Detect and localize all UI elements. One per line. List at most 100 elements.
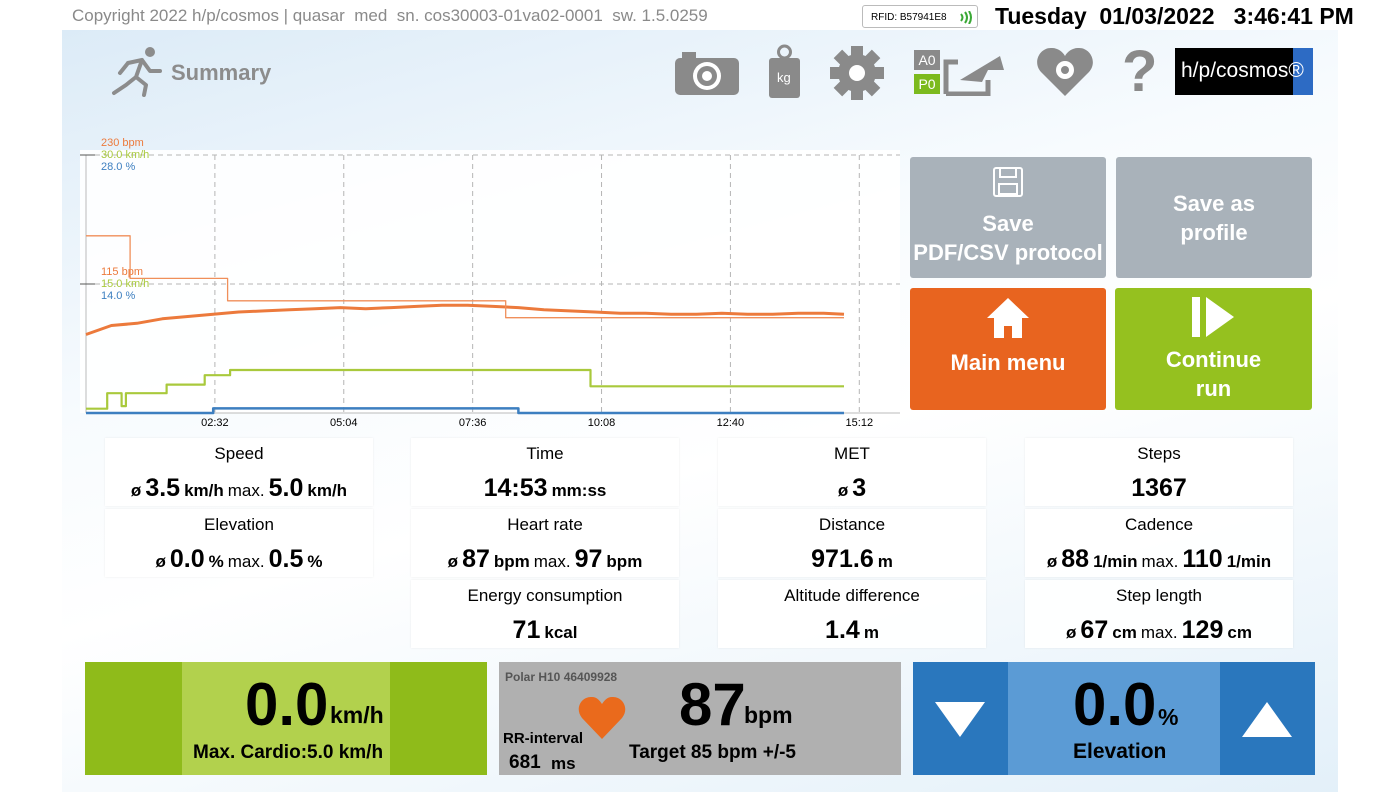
elevation-down-button[interactable] <box>913 662 1008 775</box>
plot-background <box>80 150 900 413</box>
speed-down-button[interactable] <box>85 662 182 775</box>
stat-value: 1367 <box>1025 474 1293 503</box>
main-menu-button[interactable]: Main menu <box>910 288 1106 410</box>
stat-label: Time <box>526 444 564 463</box>
stat-label: Cadence <box>1124 515 1194 534</box>
stat-max-unit: 1/min <box>1226 552 1272 571</box>
stat-avg-sign: ø <box>837 481 849 500</box>
stat-max: 97 <box>574 545 603 573</box>
stat-unit: m <box>863 623 879 642</box>
stat-tile: Heart rate ø 87 bpm max. 97 bpm <box>411 509 679 577</box>
button-line: Main menu <box>950 350 1066 375</box>
x-tick-label: 05:04 <box>330 417 358 429</box>
stat-label: MET <box>834 444 870 463</box>
weight-label: kg <box>777 70 791 85</box>
stat-max: 0.5 <box>268 545 304 573</box>
rfid-text: RFID: B57941E8 <box>871 12 947 23</box>
series-line <box>86 368 844 410</box>
weight-button[interactable]: kg <box>768 44 801 98</box>
y-tick-label: 115 bpm <box>101 266 143 278</box>
stat-max-unit: km/h <box>307 481 348 500</box>
stat-value: 71 <box>512 616 541 644</box>
stat-tile: Distance 971.6 m <box>718 509 986 577</box>
heart-target: Target 85 bpm +/-5 <box>629 742 797 763</box>
y-tick-label: 14.0 % <box>101 290 135 302</box>
stat-label: Heart rate <box>507 515 583 534</box>
speed-panel: 0.0 km/h Max. Cardio:5.0 km/h <box>85 662 487 775</box>
speed-value: 0.0 <box>245 671 329 738</box>
stat-max-unit: % <box>307 552 323 571</box>
heart-icon <box>578 696 626 739</box>
stat-avg-unit: cm <box>1112 623 1137 642</box>
y-tick-label: 30.0 km/h <box>101 149 149 161</box>
button-line: run <box>1195 376 1232 401</box>
stat-tile: Altitude difference 1.4 m <box>718 580 986 648</box>
play-icon <box>1192 297 1234 337</box>
stat-tile: Step length ø 67 cm max. 129 cm <box>1025 580 1293 648</box>
stat-tile: MET ø 3 <box>718 438 986 506</box>
floppy-icon <box>993 167 1023 197</box>
button-line: profile <box>1180 220 1248 245</box>
up-arrow <box>1242 702 1292 737</box>
home-icon <box>987 298 1029 338</box>
stat-max-label: max. <box>1141 552 1179 571</box>
elevation-value: 0.0 <box>1073 671 1157 738</box>
camera-button[interactable] <box>674 50 740 96</box>
reset-button[interactable]: A0 P0 <box>914 50 1006 96</box>
stat-max-label: max. <box>227 481 265 500</box>
stat-avg: 67 <box>1080 616 1109 644</box>
button-line: Save <box>982 211 1034 236</box>
x-tick-label: 07:36 <box>459 417 487 429</box>
stat-unit: kcal <box>544 623 578 642</box>
save-profile-button[interactable]: Save as profile <box>1116 157 1312 278</box>
series-line <box>86 407 844 415</box>
stat-tile: Speed ø 3.5 km/h max. 5.0 km/h <box>105 438 373 506</box>
elevation-unit: % <box>1158 704 1179 730</box>
button-label: Save as profile <box>1116 189 1312 247</box>
stat-value: ø 87 bpm max. 97 bpm <box>411 545 679 574</box>
stat-max-label: max. <box>533 552 571 571</box>
elevation-panel: 0.0 % Elevation <box>913 662 1315 775</box>
stat-label: Elevation <box>204 515 274 534</box>
button-line: Save as <box>1173 191 1255 216</box>
stat-avg-sign: ø <box>1066 623 1077 642</box>
rr-unit: ms <box>551 754 576 773</box>
page-title: Summary <box>171 60 272 85</box>
mode-p: P0 <box>914 74 940 94</box>
stat-avg-unit: bpm <box>493 552 530 571</box>
stat-max: 129 <box>1181 616 1224 644</box>
stat-label: Step length <box>1115 586 1202 605</box>
stat-value: ø 3.5 km/h max. 5.0 km/h <box>105 474 373 503</box>
x-tick-label: 15:12 <box>846 417 874 429</box>
stat-max-unit: cm <box>1227 623 1252 642</box>
stat-label: Altitude difference <box>784 586 920 605</box>
stat-tile: Cadence ø 88 1/min max. 110 1/min <box>1025 509 1293 577</box>
settings-button[interactable] <box>830 46 884 100</box>
elevation-up-button[interactable] <box>1220 662 1315 775</box>
stat-tile: Elevation ø 0.0% max. 0.5% <box>105 509 373 577</box>
stat-value: 71 kcal <box>411 616 679 645</box>
stat-label: Energy consumption <box>467 586 623 605</box>
heart-settings-button[interactable] <box>1036 46 1094 98</box>
stat-avg: 0.0 <box>169 545 205 573</box>
stat-avg: 3 <box>852 474 867 502</box>
logo-band <box>1293 48 1313 95</box>
stat-unit: mm:ss <box>551 481 607 500</box>
speed-note: Max. Cardio:5.0 km/h <box>193 742 384 763</box>
continue-button[interactable]: Continue run <box>1115 288 1312 410</box>
speed-up-button[interactable] <box>390 662 487 775</box>
help-button[interactable]: ? <box>1122 39 1158 104</box>
stat-value: 971.6 <box>811 545 874 573</box>
stat-label: Steps <box>1137 444 1181 463</box>
stat-value: 1367 <box>1131 474 1187 502</box>
stat-avg-unit: 1/min <box>1093 552 1138 571</box>
save-protocol-button[interactable]: Save PDF/CSV protocol <box>910 157 1106 278</box>
y-tick-label: 15.0 km/h <box>101 278 149 290</box>
stat-value: ø 67 cm max. 129 cm <box>1025 616 1293 645</box>
stat-max: 5.0 <box>268 474 304 502</box>
return-arrow <box>943 56 1004 96</box>
stat-avg: 87 <box>462 545 490 573</box>
x-tick-label: 02:32 <box>201 417 229 429</box>
